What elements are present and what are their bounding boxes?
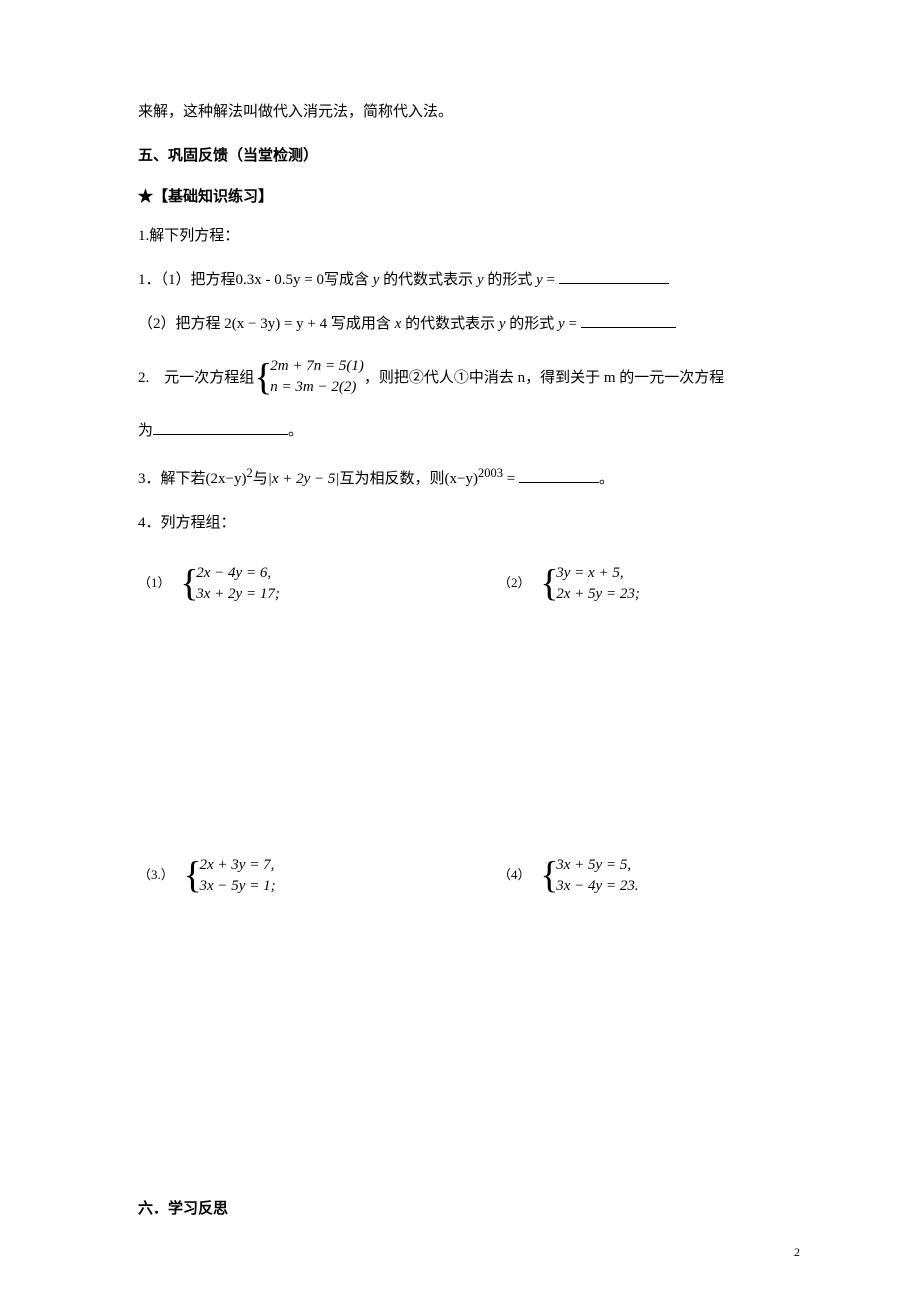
q1-1-var-y2: y [477, 272, 484, 288]
q1-2-var-y1: y [499, 316, 506, 332]
q1-2: （2）把方程 2(x − 3y) = y + 4 写成用含 x 的代数式表示 y… [138, 312, 785, 336]
eq4-system: { 3x + 5y = 5, 3x − 4y = 23. [540, 855, 638, 897]
q2-line2: 为。 [138, 419, 785, 443]
q2-line1: 2. 元一次方程组 { 2m + 7n = 5(1) n = 3m − 2(2)… [138, 356, 785, 399]
eq2-number: （2） [498, 575, 531, 590]
intro-text: 来解，这种解法叫做代入消元法，简称代入法。 [138, 100, 785, 124]
q3-sup2: 2003 [478, 466, 503, 480]
q4-title: 4．列方程组： [138, 511, 785, 535]
q2-brace-system: { 2m + 7n = 5(1) n = 3m − 2(2) [254, 356, 364, 399]
eq2-brace-icon: { [540, 575, 558, 594]
eq1-row2: 3x + 2y = 17; [196, 584, 280, 605]
q3: 3．解下若(2x−y)2与|x + 2y − 5|互为相反数，则(x−y)200… [138, 463, 785, 491]
q2-eq-row2: n = 3m − 2(2) [270, 377, 364, 398]
q2-brace-icon: { [254, 368, 272, 387]
q1-2-blank [581, 327, 676, 328]
eq4: （4） { 3x + 5y = 5, 3x − 4y = 23. [498, 855, 785, 897]
q1-1-prefix: 1．（1）把方程 [138, 272, 236, 288]
eq1-system: { 2x − 4y = 6, 3x + 2y = 17; [180, 563, 280, 605]
q1-2-equation: 2(x − 3y) = y + 4 [224, 316, 327, 332]
q3-abs: |x + 2y − 5| [268, 471, 340, 487]
q1-2-mid3: 的形式 [506, 316, 559, 332]
q2-line2-suffix: 。 [288, 423, 303, 439]
q1-2-eqsign: = [565, 316, 581, 332]
q1-1-mid3: 的形式 [484, 272, 537, 288]
eq1-number: （1） [138, 575, 171, 590]
q2-line2-prefix: 为 [138, 423, 153, 439]
eq4-number: （4） [498, 867, 531, 882]
q1-1-eqsign: = [543, 272, 559, 288]
q1-2-var-y2: y [558, 316, 565, 332]
q2-blank [153, 434, 288, 435]
eq3-brace-icon: { [184, 867, 202, 886]
equation-pair-1: （1） { 2x − 4y = 6, 3x + 2y = 17; （2） { 3… [138, 563, 785, 605]
eq4-row2: 3x − 4y = 23. [556, 876, 638, 897]
section-5-heading: 五、巩固反馈（当堂检测） [138, 144, 785, 165]
eq3-row1: 2x + 3y = 7, [200, 855, 276, 876]
eq3-number: （3.） [138, 867, 174, 882]
eq1-row1: 2x − 4y = 6, [196, 563, 280, 584]
eq3: （3.） { 2x + 3y = 7, 3x − 5y = 1; [138, 855, 498, 897]
q3-blank [519, 482, 599, 483]
q3-mid2: 互为相反数，则(x−y) [340, 471, 478, 487]
practice-heading: ★【基础知识练习】 [138, 185, 785, 206]
q3-eq: = [503, 471, 519, 487]
q1-1-mid: 写成含 [324, 272, 373, 288]
eq3-row2: 3x − 5y = 1; [200, 876, 276, 897]
eq1: （1） { 2x − 4y = 6, 3x + 2y = 17; [138, 563, 498, 605]
q3-prefix: 3．解下若(2x−y) [138, 471, 246, 487]
eq2-system: { 3y = x + 5, 2x + 5y = 23; [540, 563, 640, 605]
q2-suffix: ，则把②代人①中消去 n，得到关于 m 的一元一次方程 [364, 366, 724, 390]
eq2-row1: 3y = x + 5, [556, 563, 640, 584]
eq2-row2: 2x + 5y = 23; [556, 584, 640, 605]
page-number: 2 [794, 1245, 800, 1260]
eq3-system: { 2x + 3y = 7, 3x − 5y = 1; [184, 855, 276, 897]
q1-2-mid2: 的代数式表示 [401, 316, 499, 332]
q1-1: 1．（1）把方程0.3x - 0.5y = 0写成含 y 的代数式表示 y 的形… [138, 268, 785, 292]
q3-suffix: 。 [599, 471, 614, 487]
q3-mid1: 与 [253, 471, 268, 487]
q1-2-mid: 写成用含 [327, 316, 395, 332]
q2-eq-row1: 2m + 7n = 5(1) [270, 356, 364, 377]
eq4-brace-icon: { [540, 867, 558, 886]
eq1-brace-icon: { [180, 575, 198, 594]
eq2: （2） { 3y = x + 5, 2x + 5y = 23; [498, 563, 785, 605]
eq4-row1: 3x + 5y = 5, [556, 855, 638, 876]
section-6-heading: 六．学习反思 [138, 1197, 785, 1218]
q1-1-blank [559, 283, 669, 284]
equation-pair-2: （3.） { 2x + 3y = 7, 3x − 5y = 1; （4） { 3… [138, 855, 785, 897]
q1-1-equation: 0.3x - 0.5y = 0 [236, 272, 324, 288]
q1-1-mid2: 的代数式表示 [379, 272, 477, 288]
q1-title: 1.解下列方程： [138, 224, 785, 248]
q2-prefix: 2. 元一次方程组 [138, 366, 254, 390]
q1-1-var-y3: y [536, 272, 543, 288]
q1-2-prefix: （2）把方程 [138, 316, 224, 332]
